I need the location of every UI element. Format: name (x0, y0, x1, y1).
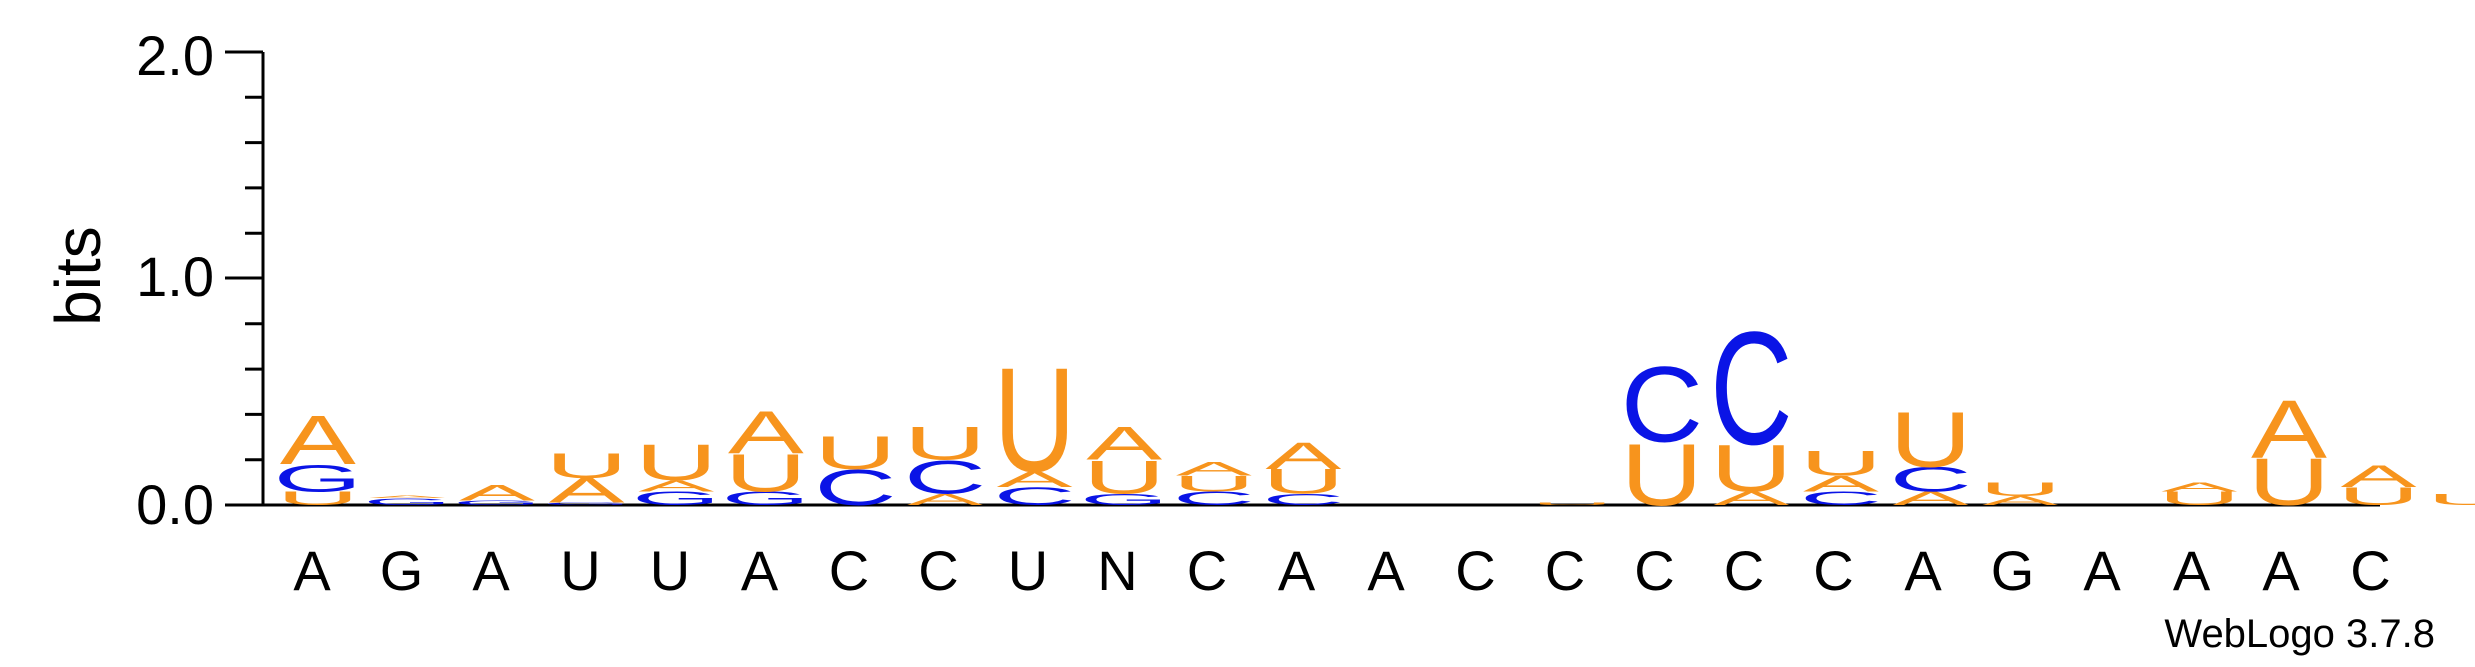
x-tick-label: N (1097, 539, 1137, 602)
x-tick-label: C (1813, 539, 1853, 602)
y-minor-ticks (245, 95, 263, 462)
logo-letter-a: A (1086, 417, 1163, 470)
logo-letter-c: C (1710, 298, 1792, 478)
x-tick-label: A (1904, 539, 1942, 602)
x-tick-label: A (472, 539, 510, 602)
x-tick-label: C (918, 539, 958, 602)
x-tick-label: A (741, 539, 779, 602)
logo-letter-a: A (459, 481, 535, 506)
x-tick-label: A (1367, 539, 1405, 602)
logo-letter-c: C (1173, 488, 1255, 509)
logo-letter-u: U (1889, 395, 1971, 484)
logo-letter-a: A (1893, 488, 1970, 509)
logo-letter-g: G (722, 488, 811, 509)
logo-letter-g: G (632, 488, 721, 509)
x-tick-label: A (293, 539, 331, 602)
logo-letter-u: U (2158, 488, 2240, 509)
x-tick-label: U (560, 539, 600, 602)
logo-letter-a: A (1803, 472, 1879, 497)
y-tick-label-1: 1.0 (136, 245, 214, 308)
x-tick-label: C (829, 539, 869, 602)
logo-letter-u: U (2427, 491, 2475, 509)
logo-letter-a: A (1982, 494, 2058, 508)
x-tick-label: C (1455, 539, 1495, 602)
logo-letter-a: A (638, 477, 715, 495)
logo-letter-a: A (1713, 488, 1790, 509)
logo-letter-u: U (545, 446, 627, 485)
axes (225, 50, 2380, 507)
x-tick-label: C (2350, 539, 2390, 602)
logo-letter-a: A (2161, 480, 2237, 494)
logo-letter-g: G (542, 502, 631, 506)
logo-letter-a: A (1176, 459, 1253, 480)
logo-letter-u: U (1800, 444, 1882, 483)
logo-letter-a: A (728, 399, 804, 466)
x-tick-label: A (2083, 539, 2121, 602)
y-tick-label-0: 0.0 (136, 473, 214, 536)
x-tick-label: U (1008, 539, 1048, 602)
logo-letter-a: A (907, 491, 984, 509)
logo-letter-a: A (280, 402, 356, 479)
logo-letter-u: U (814, 426, 896, 479)
x-tick-label: U (650, 539, 690, 602)
logo-letter-c: C (1889, 460, 1971, 499)
logo-letter-c: C (1262, 491, 1344, 509)
logo-letter-a: A (1265, 434, 1341, 476)
logo-letter-a: A (369, 495, 445, 499)
y-axis-label: bits (42, 226, 114, 326)
logo-letter-a: A (549, 471, 625, 510)
logo-letter-c: C (814, 459, 896, 516)
x-tick-label: C (1545, 539, 1585, 602)
x-tick-label: G (380, 539, 424, 602)
x-tick-label: C (1634, 539, 1674, 602)
logo-letter-g: G (1080, 491, 1169, 509)
logo-letter-c: C (1800, 488, 1882, 509)
logo-letter-a: A (997, 467, 1073, 492)
x-tick-label: C (1187, 539, 1227, 602)
logo-letter-u: U (2337, 482, 2419, 510)
logo-letter-u: U (635, 434, 717, 491)
logo-letter-c: C (993, 482, 1075, 510)
x-tick-label: C (1724, 539, 1764, 602)
logo-letter-g: G (453, 499, 542, 506)
logo-letter-u: U (277, 488, 359, 509)
logo-letter-a: A (2341, 458, 2417, 494)
y-tick-label-2: 2.0 (136, 24, 214, 87)
logo-letter-u: U (993, 337, 1075, 503)
x-tick-label: A (1278, 539, 1316, 602)
logo-letter-c: C (904, 451, 986, 504)
logo-letter-u: U (1621, 425, 1703, 524)
logo-letter-u: U (725, 442, 807, 502)
logo-letter-g: G (363, 497, 452, 508)
logo-letter-u: U (1083, 451, 1165, 504)
x-tick-label: A (2262, 539, 2300, 602)
logo-letter-g: G (274, 457, 363, 499)
x-tick-label: A (2173, 539, 2211, 602)
logo-letter-u: U (904, 417, 986, 470)
logo-letter-a: A (2251, 384, 2328, 476)
logo-letter-u: U (1710, 432, 1792, 506)
weblogo-branding: WebLogo 3.7.8 (2164, 612, 2435, 656)
logo-letter-u: U (1979, 479, 2061, 500)
logo-letter-u: U (1173, 472, 1255, 497)
x-tick-label: G (1991, 539, 2035, 602)
logo-letter-u: U (2248, 445, 2330, 519)
logo-letter-u: U (1531, 502, 1613, 506)
logo-letter-u: U (1262, 462, 1344, 501)
logo-letter-c: C (1621, 345, 1703, 464)
